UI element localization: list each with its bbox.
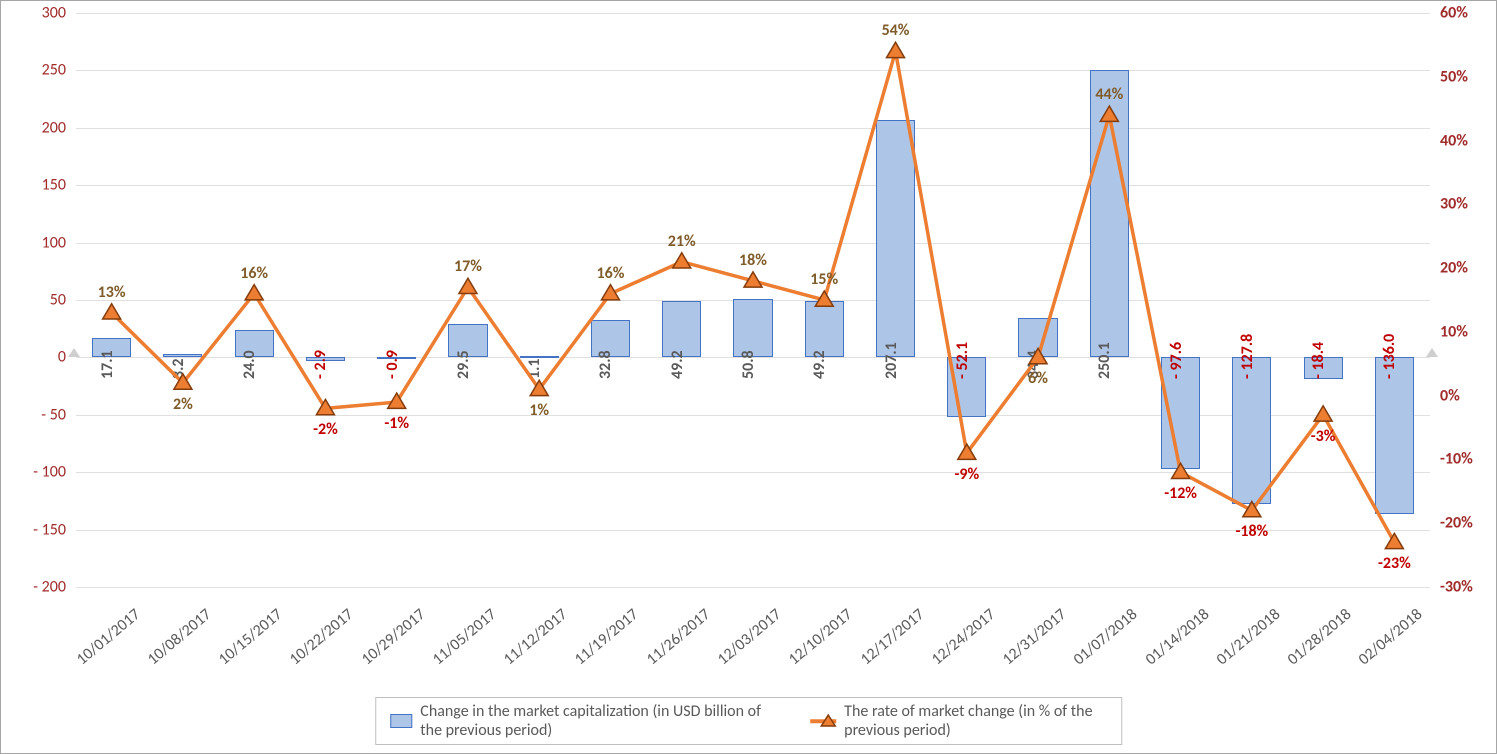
pct-label: 44%: [1095, 85, 1123, 104]
x-tick-label: 10/15/2017: [205, 605, 286, 677]
legend-bar-label: Change in the market capitalization (in …: [420, 702, 769, 740]
x-tick-label: 12/24/2017: [918, 605, 999, 677]
y-left-tick-label: 50: [50, 291, 76, 310]
y-left-tick-label: 250: [42, 61, 76, 80]
line-marker-icon: [103, 304, 121, 319]
x-tick-label: 02/04/2018: [1345, 605, 1426, 677]
legend-bar-swatch: [390, 714, 413, 728]
x-tick-label: 11/19/2017: [562, 605, 643, 677]
legend-line-label: The rate of market change (in % of the p…: [844, 702, 1107, 740]
y-right-tick-label: 50%: [1430, 67, 1468, 86]
plot-area: - 200- 150- 100- 50050100150200250300-30…: [76, 13, 1430, 587]
pct-label: 13%: [98, 283, 126, 302]
y-right-tick-label: 60%: [1430, 4, 1468, 23]
pct-label: 1%: [529, 401, 549, 420]
line-marker-icon: [1385, 533, 1403, 548]
line-marker-icon: [245, 285, 263, 300]
pct-label: 17%: [454, 257, 482, 276]
y-left-tick-label: - 50: [41, 405, 76, 424]
pct-label: 18%: [739, 251, 767, 270]
line-marker-icon: [887, 42, 905, 57]
line-marker-icon: [1100, 106, 1118, 121]
line-marker-icon: [673, 253, 691, 268]
pct-label: 54%: [882, 21, 910, 40]
x-tick-label: 11/05/2017: [419, 605, 500, 677]
pct-label: 2%: [173, 395, 193, 414]
pct-label: -1%: [384, 414, 409, 433]
legend-item-line: The rate of market change (in % of the p…: [810, 702, 1108, 740]
x-tick-label: 10/08/2017: [134, 605, 215, 677]
pct-label: 6%: [1028, 369, 1048, 388]
y-left-tick-label: - 150: [33, 520, 76, 539]
y-left-tick-label: 300: [42, 4, 76, 23]
x-tick-label: 10/22/2017: [276, 605, 357, 677]
x-tick-label: 01/21/2018: [1203, 605, 1284, 677]
y-right-tick-label: -20%: [1430, 514, 1473, 533]
y-left-tick-label: 100: [42, 233, 76, 252]
x-tick-label: 01/07/2018: [1060, 605, 1141, 677]
market-change-chart: - 200- 150- 100- 50050100150200250300-30…: [0, 0, 1497, 754]
x-tick-label: 12/31/2017: [989, 605, 1070, 677]
x-tick-label: 12/17/2017: [847, 605, 928, 677]
line-marker-icon: [459, 278, 477, 293]
x-tick-label: 10/29/2017: [348, 605, 429, 677]
line-marker-icon: [1314, 406, 1332, 421]
pct-label: -9%: [954, 465, 979, 484]
line-marker-icon: [1172, 463, 1190, 478]
pct-label: -3%: [1311, 427, 1336, 446]
line-marker-icon: [388, 393, 406, 408]
pct-label: 16%: [597, 264, 625, 283]
x-tick-label: 10/01/2017: [63, 605, 144, 677]
y-right-tick-label: 20%: [1430, 259, 1468, 278]
y-right-tick-label: -30%: [1430, 578, 1473, 597]
x-tick-label: 12/03/2017: [704, 605, 785, 677]
legend: Change in the market capitalization (in …: [375, 697, 1123, 745]
x-tick-label: 01/14/2018: [1132, 605, 1213, 677]
pct-label: 16%: [240, 264, 268, 283]
x-tick-label: 01/28/2018: [1274, 605, 1355, 677]
pct-label: 15%: [810, 270, 838, 289]
y-left-tick-label: 200: [42, 118, 76, 137]
y-right-tick-label: 30%: [1430, 195, 1468, 214]
y-left-tick-label: 150: [42, 176, 76, 195]
line-marker-icon: [1029, 348, 1047, 363]
x-tick-label: 11/12/2017: [490, 605, 571, 677]
y-right-tick-label: -10%: [1430, 450, 1473, 469]
y-right-tick-label: 10%: [1430, 322, 1468, 341]
pct-label: 21%: [668, 232, 696, 251]
y-left-tick-label: - 200: [33, 578, 76, 597]
y-right-tick-label: 40%: [1430, 131, 1468, 150]
pct-label: -2%: [313, 420, 338, 439]
pct-label: -12%: [1164, 484, 1197, 503]
legend-line-swatch: [810, 713, 836, 729]
pct-label: -23%: [1378, 554, 1411, 573]
legend-item-bars: Change in the market capitalization (in …: [390, 702, 770, 740]
pct-label: -18%: [1235, 522, 1268, 541]
gridline: [76, 587, 1430, 588]
x-tick-label: 11/26/2017: [633, 605, 714, 677]
y-right-tick-label: 0%: [1430, 386, 1460, 405]
x-tick-label: 12/10/2017: [775, 605, 856, 677]
y-left-tick-label: - 100: [33, 463, 76, 482]
rate-line: [76, 13, 1430, 587]
